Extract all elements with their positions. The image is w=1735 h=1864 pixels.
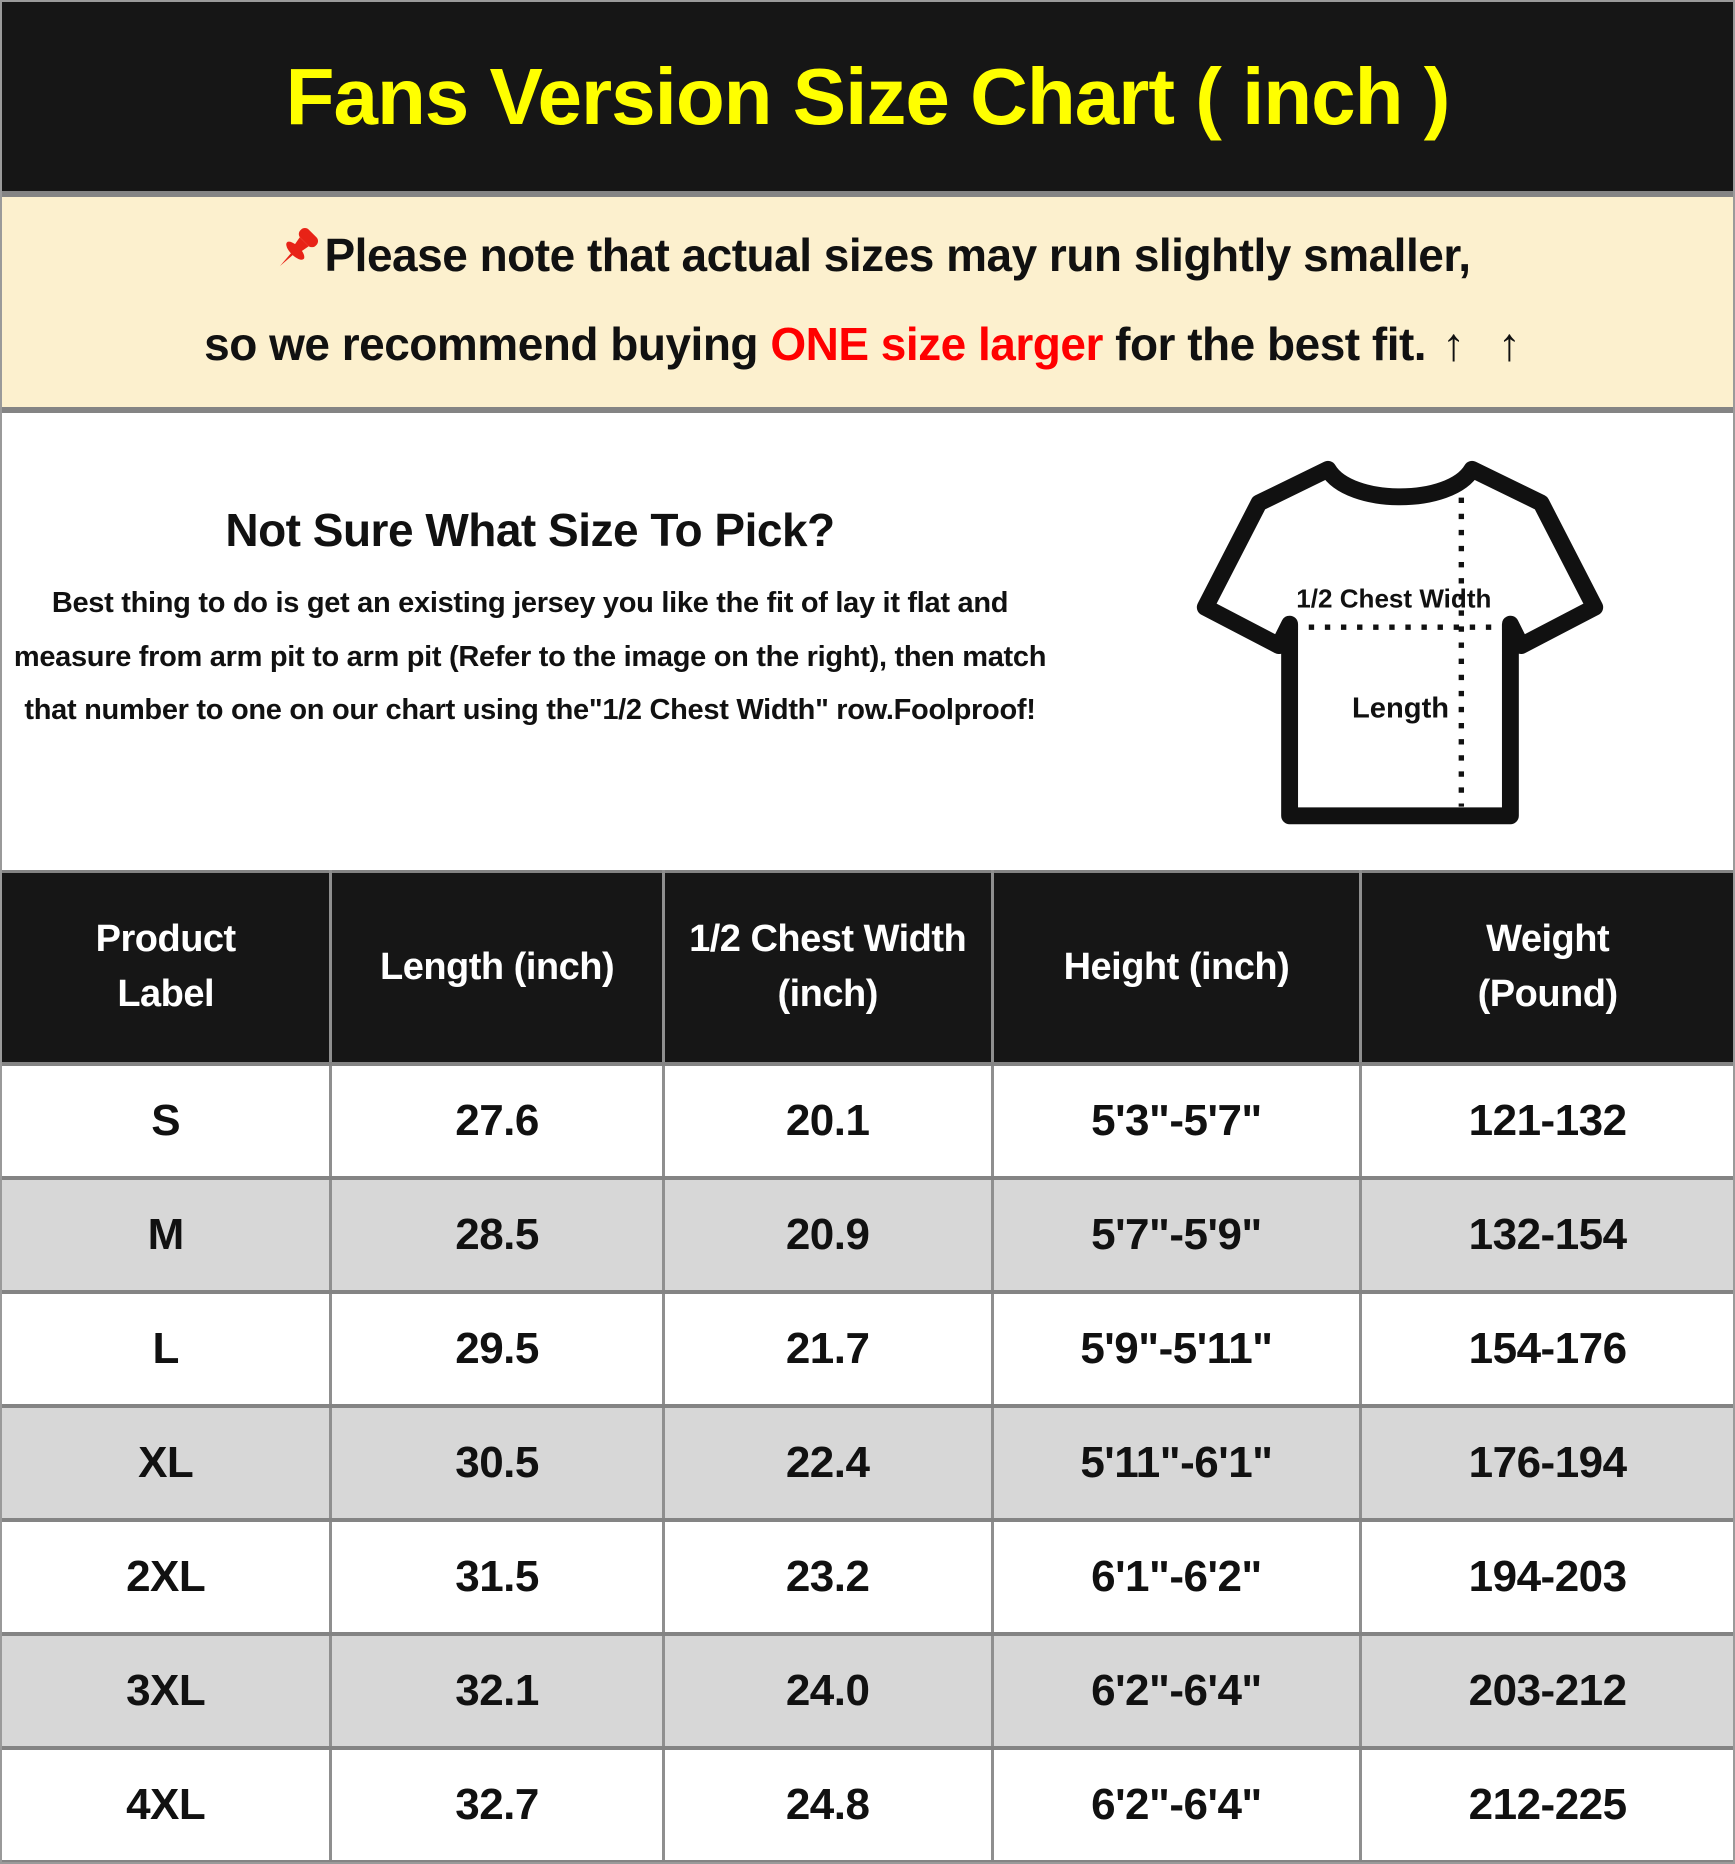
col-header-length: Length (inch) <box>329 871 664 1064</box>
cell-chest: 23.2 <box>661 1517 993 1634</box>
section-divider <box>2 407 1733 413</box>
cell-length: 29.5 <box>329 1289 664 1406</box>
note-text-2-prefix: so we recommend buying <box>204 318 771 370</box>
cell-size: XL <box>2 1403 331 1520</box>
sizing-guide-section: Not Sure What Size To Pick? Best thing t… <box>2 413 1733 870</box>
tshirt-measure-diagram: 1/2 Chest Width Length <box>1196 460 1604 825</box>
cell-chest: 20.1 <box>661 1061 993 1178</box>
cell-chest: 22.4 <box>661 1403 993 1520</box>
cell-chest: 20.9 <box>661 1175 993 1292</box>
cell-weight: 212-225 <box>1359 1745 1733 1862</box>
cell-height: 5'7"-5'9" <box>990 1175 1361 1292</box>
guide-body: Best thing to do is get an existing jers… <box>13 587 1047 727</box>
table-row-s: S 27.6 20.1 5'3"-5'7" 121-132 <box>2 1061 1733 1178</box>
cell-height: 6'2"-6'4" <box>990 1745 1361 1862</box>
up-arrows-icon: ↑ ↑ <box>1442 318 1531 370</box>
cell-weight: 203-212 <box>1359 1631 1733 1748</box>
cell-chest: 21.7 <box>661 1289 993 1406</box>
cell-size: 4XL <box>2 1745 331 1862</box>
cell-length: 31.5 <box>329 1517 664 1634</box>
guide-text-block: Not Sure What Size To Pick? Best thing t… <box>10 503 1050 738</box>
note-highlight: ONE size larger <box>770 318 1103 370</box>
page-title: Fans Version Size Chart ( inch ) <box>285 51 1451 141</box>
tshirt-outline <box>1196 460 1604 825</box>
table-header-row: Product Label Length (inch) 1/2 Chest Wi… <box>2 871 1733 1064</box>
cell-height: 5'9"-5'11" <box>990 1289 1361 1406</box>
cell-weight: 121-132 <box>1359 1061 1733 1178</box>
table-row-3xl: 3XL 32.1 24.0 6'2"-6'4" 203-212 <box>2 1631 1733 1748</box>
cell-chest: 24.8 <box>661 1745 993 1862</box>
cell-height: 6'1"-6'2" <box>990 1517 1361 1634</box>
guide-heading: Not Sure What Size To Pick? <box>225 504 835 556</box>
title-bar: Fans Version Size Chart ( inch ) <box>2 2 1733 191</box>
cell-length: 32.1 <box>329 1631 664 1748</box>
chest-width-label: 1/2 Chest Width <box>1296 583 1491 613</box>
cell-length: 28.5 <box>329 1175 664 1292</box>
cell-size: S <box>2 1061 331 1178</box>
size-table: Product Label Length (inch) 1/2 Chest Wi… <box>2 870 1733 1862</box>
table-row-2xl: 2XL 31.5 23.2 6'1"-6'2" 194-203 <box>2 1517 1733 1634</box>
cell-height: 6'2"-6'4" <box>990 1631 1361 1748</box>
cell-weight: 154-176 <box>1359 1289 1733 1406</box>
table-row-l: L 29.5 21.7 5'9"-5'11" 154-176 <box>2 1289 1733 1406</box>
cell-size: L <box>2 1289 331 1406</box>
cell-size: 2XL <box>2 1517 331 1634</box>
length-label: Length <box>1352 693 1449 725</box>
note-line-1: Please note that actual sizes may run sl… <box>2 223 1733 281</box>
note-section: Please note that actual sizes may run sl… <box>2 197 1733 407</box>
table-row-4xl: 4XL 32.7 24.8 6'2"-6'4" 212-225 <box>2 1745 1733 1862</box>
cell-weight: 132-154 <box>1359 1175 1733 1292</box>
cell-chest: 24.0 <box>661 1631 993 1748</box>
table-row-m: M 28.5 20.9 5'7"-5'9" 132-154 <box>2 1175 1733 1292</box>
col-header-product-label: Product Label <box>2 871 331 1064</box>
cell-size: 3XL <box>2 1631 331 1748</box>
pushpin-icon <box>279 227 318 267</box>
note-text-1: Please note that actual sizes may run sl… <box>324 229 1471 281</box>
cell-length: 30.5 <box>329 1403 664 1520</box>
cell-size: M <box>2 1175 331 1292</box>
cell-height: 5'3"-5'7" <box>990 1061 1361 1178</box>
cell-height: 5'11"-6'1" <box>990 1403 1361 1520</box>
cell-length: 32.7 <box>329 1745 664 1862</box>
table-row-xl: XL 30.5 22.4 5'11"-6'1" 176-194 <box>2 1403 1733 1520</box>
col-header-chest-width: 1/2 Chest Width (inch) <box>661 871 993 1064</box>
cell-length: 27.6 <box>329 1061 664 1178</box>
section-divider <box>2 191 1733 197</box>
cell-weight: 176-194 <box>1359 1403 1733 1520</box>
col-header-weight: Weight (Pound) <box>1359 871 1733 1064</box>
note-text-2-suffix: for the best fit. <box>1102 318 1427 370</box>
cell-weight: 194-203 <box>1359 1517 1733 1634</box>
note-line-2: so we recommend buying ONE size larger f… <box>2 321 1733 367</box>
col-header-height: Height (inch) <box>990 871 1361 1064</box>
